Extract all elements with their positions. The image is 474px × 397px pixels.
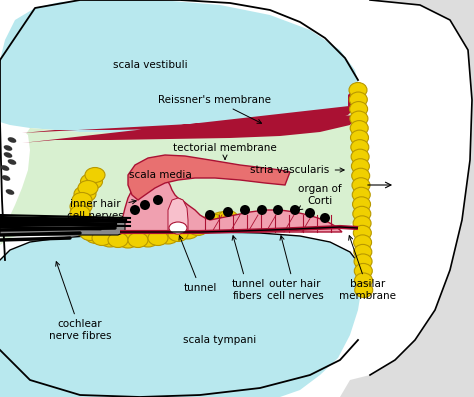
Ellipse shape (351, 149, 369, 164)
Ellipse shape (195, 217, 218, 233)
Ellipse shape (349, 83, 367, 98)
Ellipse shape (353, 225, 371, 240)
Ellipse shape (354, 254, 372, 269)
Text: cochlear
nerve fibres: cochlear nerve fibres (49, 262, 111, 341)
Text: Reissner's membrane: Reissner's membrane (158, 95, 272, 123)
Ellipse shape (188, 220, 208, 235)
Ellipse shape (350, 111, 368, 126)
Ellipse shape (4, 145, 12, 151)
Ellipse shape (350, 130, 368, 145)
Ellipse shape (351, 159, 369, 174)
Text: scala vestibuli: scala vestibuli (113, 60, 187, 70)
Circle shape (153, 195, 163, 205)
Polygon shape (340, 0, 474, 397)
Ellipse shape (205, 214, 225, 229)
Polygon shape (0, 232, 362, 397)
Ellipse shape (137, 231, 159, 247)
Circle shape (223, 207, 233, 217)
Circle shape (320, 213, 330, 223)
Ellipse shape (81, 173, 102, 189)
Ellipse shape (74, 186, 96, 202)
Text: organ of
Corti: organ of Corti (298, 184, 342, 210)
Ellipse shape (210, 212, 233, 228)
Polygon shape (0, 125, 30, 245)
Text: scala tympani: scala tympani (183, 335, 256, 345)
Circle shape (257, 205, 267, 215)
Ellipse shape (352, 168, 370, 183)
Ellipse shape (355, 283, 373, 297)
Polygon shape (22, 105, 358, 143)
Text: inner hair
cell nerves: inner hair cell nerves (67, 199, 136, 221)
Polygon shape (0, 218, 125, 235)
Ellipse shape (8, 137, 16, 143)
Polygon shape (348, 82, 365, 110)
Text: scala media: scala media (128, 170, 191, 180)
Circle shape (240, 205, 250, 215)
Text: tectorial membrane: tectorial membrane (173, 143, 277, 159)
Ellipse shape (218, 210, 238, 225)
Text: stria vascularis: stria vascularis (250, 165, 344, 175)
Ellipse shape (354, 245, 372, 259)
Ellipse shape (117, 232, 139, 248)
Circle shape (205, 210, 215, 220)
Ellipse shape (70, 206, 90, 220)
Ellipse shape (353, 197, 371, 212)
Text: outer hair
cell nerves: outer hair cell nerves (266, 236, 323, 301)
Ellipse shape (72, 218, 92, 233)
Ellipse shape (128, 233, 148, 247)
Ellipse shape (350, 102, 368, 117)
Circle shape (290, 205, 300, 215)
Ellipse shape (70, 198, 92, 214)
Ellipse shape (78, 181, 98, 195)
Ellipse shape (92, 231, 112, 245)
Ellipse shape (157, 228, 179, 244)
Ellipse shape (169, 222, 187, 234)
Ellipse shape (6, 189, 14, 195)
Ellipse shape (353, 216, 371, 231)
Circle shape (130, 205, 140, 215)
Ellipse shape (350, 121, 368, 136)
Ellipse shape (108, 233, 128, 247)
Ellipse shape (351, 140, 369, 155)
Ellipse shape (85, 227, 107, 243)
Polygon shape (128, 155, 290, 200)
Ellipse shape (148, 231, 168, 245)
Ellipse shape (80, 225, 100, 241)
Ellipse shape (353, 206, 371, 221)
Ellipse shape (354, 264, 372, 278)
Ellipse shape (70, 211, 92, 227)
Ellipse shape (168, 227, 188, 241)
Polygon shape (120, 175, 342, 232)
Circle shape (140, 200, 150, 210)
Ellipse shape (349, 92, 367, 107)
Ellipse shape (72, 193, 92, 208)
Polygon shape (0, 92, 363, 245)
Ellipse shape (0, 165, 9, 171)
Text: basilar
membrane: basilar membrane (339, 236, 396, 301)
Ellipse shape (352, 187, 370, 202)
Circle shape (305, 208, 315, 218)
Ellipse shape (8, 159, 16, 165)
Polygon shape (0, 0, 360, 133)
Ellipse shape (2, 175, 10, 181)
Circle shape (273, 205, 283, 215)
Polygon shape (168, 198, 188, 232)
Ellipse shape (352, 178, 370, 193)
Ellipse shape (354, 235, 372, 250)
Ellipse shape (85, 168, 105, 183)
Text: tunnel
fibers: tunnel fibers (231, 236, 264, 301)
Ellipse shape (355, 273, 373, 288)
Ellipse shape (177, 223, 199, 239)
Text: tunnel: tunnel (179, 235, 217, 293)
Ellipse shape (99, 231, 121, 247)
Ellipse shape (4, 152, 12, 158)
Ellipse shape (75, 221, 97, 237)
